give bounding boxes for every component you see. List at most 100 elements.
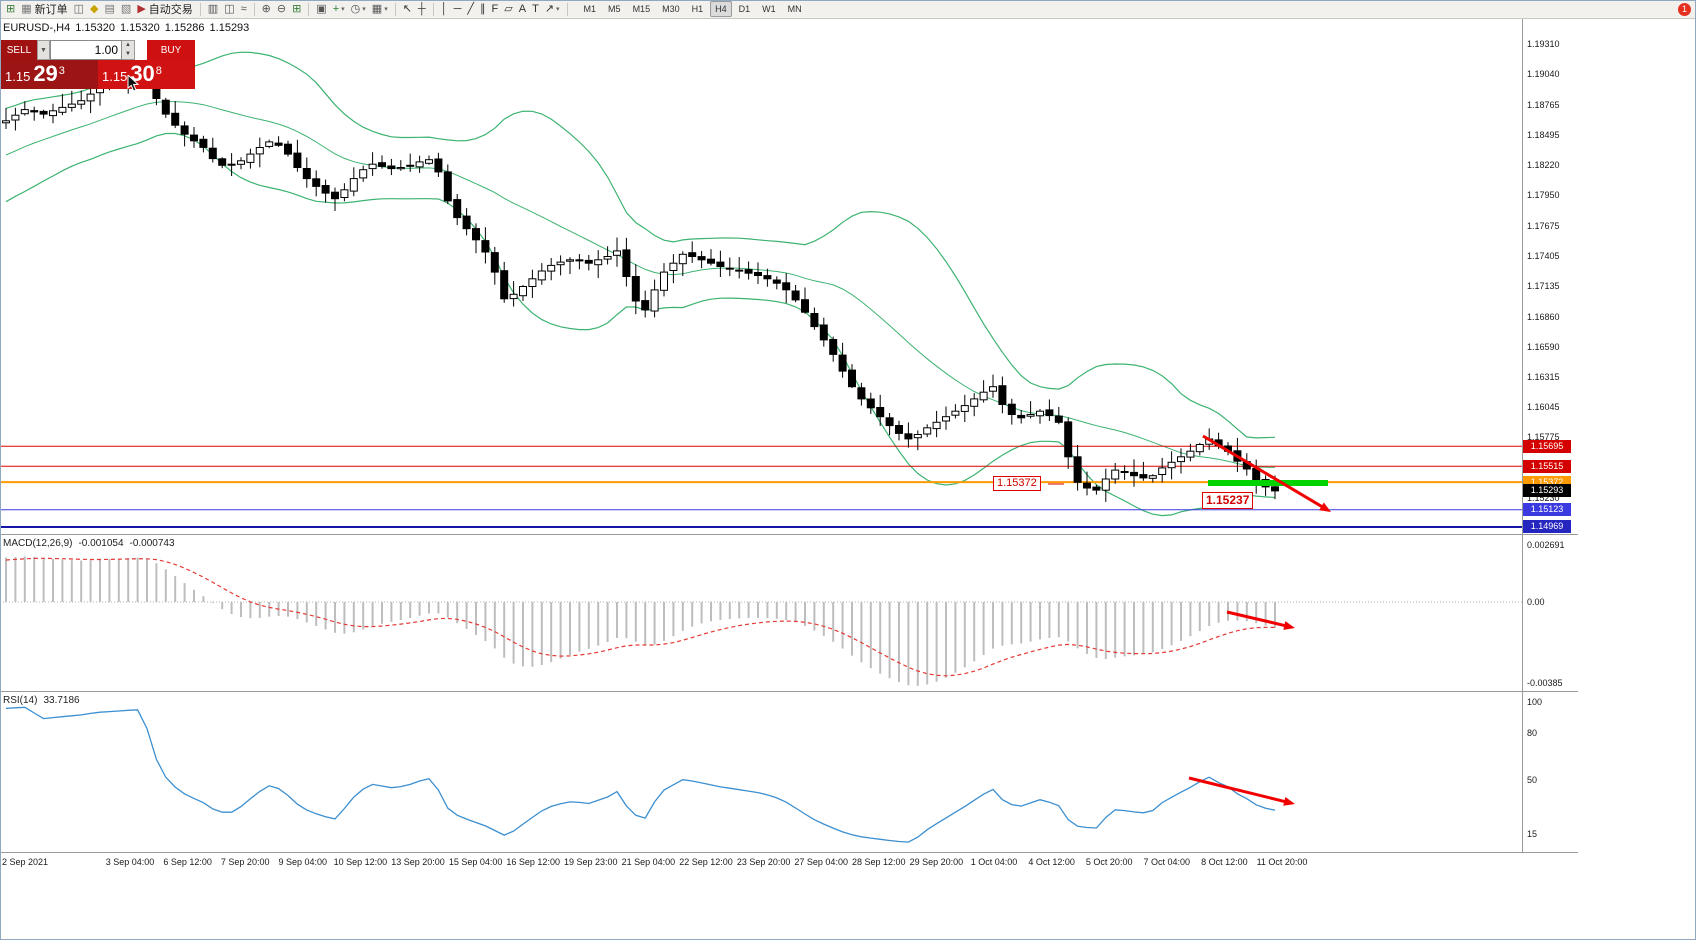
sell-price-pip: 3	[58, 65, 65, 77]
new-chart-icon-glyph: ⊞	[6, 2, 16, 15]
arrow-tools-button-dropdown[interactable]: ▾	[556, 6, 560, 13]
toolbar-separator	[308, 2, 310, 16]
horizontal-line-icon-glyph: ─	[453, 2, 462, 15]
cursor-icon[interactable]: ↖	[401, 1, 414, 18]
timeframe-h1-button[interactable]: H1	[691, 4, 704, 14]
vertical-line-icon-glyph: │	[440, 2, 448, 15]
rsi-value: 33.7186	[43, 695, 80, 706]
close-value: 1.15293	[209, 22, 250, 34]
sell-price-big: 29	[33, 61, 58, 86]
cursor-icon-glyph: ↖	[402, 2, 412, 15]
open-value: 1.15320	[75, 22, 115, 34]
chart-window-icon-glyph: ◫	[73, 2, 85, 15]
low-value: 1.15286	[164, 22, 205, 34]
notification-badge[interactable]: 1	[1678, 3, 1691, 16]
volume-stepper: ▲ ▼	[122, 40, 135, 60]
trendline-icon[interactable]: ╱	[465, 1, 476, 18]
templates-button[interactable]: ▦ ▾	[370, 1, 390, 18]
grid-icon-glyph: ⊞	[292, 2, 302, 15]
toolbar-separator	[566, 2, 568, 16]
add-indicator-button-dropdown[interactable]: ▾	[341, 6, 345, 13]
tile-windows-icon-glyph: ▣	[316, 2, 327, 15]
text-icon[interactable]: A	[517, 1, 528, 18]
timeframe-m1-button[interactable]: M1	[583, 4, 597, 14]
fibonacci-icon-glyph: F	[491, 2, 499, 15]
label-icon[interactable]: T	[530, 1, 541, 18]
sell-button[interactable]: SELL	[1, 40, 37, 60]
toolbar-separator	[253, 2, 255, 16]
timeframe-m30-button[interactable]: M30	[662, 4, 680, 14]
zoom-out-icon[interactable]: ⊖	[275, 1, 288, 18]
timeframe-mn-button[interactable]: MN	[787, 4, 802, 14]
chart-candles-icon-glyph: ◫	[224, 2, 235, 15]
toolbar-items: ⊞ ▦ 新订单 ◫ ◆ ▤ ▧ ▶ 自动交易 ▥ ◫ ≈ ⊕ ⊖ ⊞ ▣ + ▾ ◷ ▾ ▦ ▾ ↖ ┼ │ ─ ╱ ∥ F ▱ A T ↗ ▾	[3, 1, 572, 18]
timeframe-h4-button[interactable]: H4	[710, 1, 732, 17]
market-watch-icon[interactable]: ▤	[103, 1, 117, 18]
periods-button-dropdown[interactable]: ▾	[362, 6, 366, 13]
crosshair-icon-glyph: ┼	[417, 2, 426, 15]
trendline-icon-glyph: ╱	[467, 2, 475, 15]
macd-indicator-title: MACD(12,26,9) -0.001054 -0.000743	[3, 538, 181, 549]
timeframe-w1-button[interactable]: W1	[762, 4, 776, 14]
timeframe-d1-button[interactable]: D1	[738, 4, 751, 14]
metaeditor-icon-glyph: ▧	[120, 2, 132, 15]
macd-value: -0.001054	[78, 538, 124, 549]
sell-price-panel[interactable]: 1.15 29 3	[1, 60, 98, 89]
chart-line-icon[interactable]: ≈	[239, 1, 249, 18]
chart-window-icon[interactable]: ◫	[72, 1, 86, 18]
autotrading-button-label: 自动交易	[148, 4, 193, 16]
buy-price-panel[interactable]: 1.15 30 8	[98, 60, 195, 89]
timeframe-m5-button[interactable]: M5	[608, 4, 621, 14]
new-order-button-label: 新订单	[34, 4, 68, 16]
sell-price-head: 1.15	[5, 69, 31, 84]
order-type-dropdown[interactable]: ▼	[37, 40, 50, 60]
toolbar-separator	[432, 2, 434, 16]
fibonacci-icon[interactable]: F	[490, 1, 501, 18]
chart-ohlc-info: EURUSD-,H4 1.15320 1.15320 1.15286 1.15293	[3, 22, 254, 34]
buy-price-pip: 8	[155, 65, 162, 77]
buy-button[interactable]: BUY	[147, 40, 195, 60]
tile-windows-icon[interactable]: ▣	[314, 1, 328, 18]
shapes-icon-glyph: ▱	[504, 2, 513, 15]
vertical-line-icon[interactable]: │	[439, 1, 450, 18]
volume-increase-button[interactable]: ▲	[122, 41, 134, 50]
autotrading-glyph: ▶	[137, 2, 146, 15]
timeframe-m15-button[interactable]: M15	[632, 4, 651, 14]
crosshair-icon[interactable]: ┼	[416, 1, 428, 18]
autotrading-button[interactable]: ▶ 自动交易	[135, 1, 194, 18]
rsi-name: RSI(14)	[3, 695, 38, 706]
channel-icon-glyph: ∥	[480, 2, 486, 15]
shapes-icon[interactable]: ▱	[502, 1, 514, 18]
mouse-cursor	[127, 75, 140, 92]
add-indicator-button[interactable]: + ▾	[331, 1, 347, 18]
volume-input[interactable]	[50, 40, 122, 60]
new-chart-icon[interactable]: ⊞	[4, 1, 17, 18]
new-order-glyph: ▦	[21, 2, 32, 15]
arrow-tools-glyph: ↗	[544, 2, 555, 15]
templates-button-dropdown[interactable]: ▾	[384, 6, 388, 13]
add-indicator-glyph: +	[332, 2, 340, 15]
volume-decrease-button[interactable]: ▼	[122, 50, 134, 59]
channel-icon[interactable]: ∥	[478, 1, 488, 18]
buy-price-head: 1.15	[102, 69, 128, 84]
new-order-button[interactable]: ▦ 新订单	[19, 1, 69, 18]
periods-button[interactable]: ◷ ▾	[349, 1, 368, 18]
chart-bars-icon-glyph: ▥	[207, 2, 219, 15]
grid-icon[interactable]: ⊞	[290, 1, 303, 18]
zoom-in-icon[interactable]: ⊕	[260, 1, 273, 18]
label-icon-glyph: T	[532, 2, 539, 15]
metaeditor-icon[interactable]: ▧	[119, 1, 133, 18]
chart-bars-icon[interactable]: ▥	[206, 1, 220, 18]
arrow-tools-button[interactable]: ↗ ▾	[543, 1, 562, 18]
chart-line-icon-glyph: ≈	[240, 2, 247, 15]
profiles-icon[interactable]: ◆	[88, 1, 100, 18]
chart-candles-icon[interactable]: ◫	[222, 1, 236, 18]
toolbar-separator	[199, 2, 201, 16]
templates-glyph: ▦	[371, 2, 383, 15]
main-toolbar: ⊞ ▦ 新订单 ◫ ◆ ▤ ▧ ▶ 自动交易 ▥ ◫ ≈ ⊕ ⊖ ⊞ ▣ + ▾ ◷ ▾ ▦ ▾ ↖ ┼ │ ─ ╱ ∥ F ▱ A T ↗ ▾ …	[0, 0, 1696, 19]
macd-signal-value: -0.000743	[129, 538, 175, 549]
horizontal-line-icon[interactable]: ─	[452, 1, 464, 18]
high-value: 1.15320	[120, 22, 160, 34]
one-click-trading-panel: SELL ▼ ▲ ▼ BUY 1.15 29 3 1.15 30 8	[1, 40, 195, 89]
